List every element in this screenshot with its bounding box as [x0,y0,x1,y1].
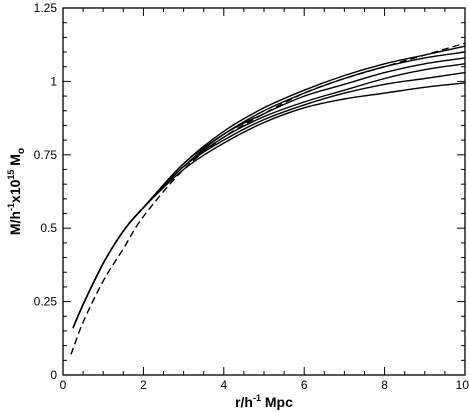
series-line-5 [72,63,466,329]
x-tick-label: 2 [140,378,147,392]
x-axis-title-exp: -1 [253,393,261,403]
y-axis-title-sub: o [16,148,27,154]
x-axis-title-base: r/h [235,394,253,410]
x-tick-label: 0 [60,378,67,392]
x-tick-label: 4 [220,378,227,392]
series-line-4 [72,57,466,329]
x-axis-title: r/h-1 Mpc [235,393,293,410]
y-tick-label: 0 [50,368,57,382]
y-axis-title-base: M/h [7,211,23,235]
y-axis-title-exp2: 15 [6,170,16,180]
y-axis-title-exp1: -1 [6,203,16,211]
series-layer [70,42,466,355]
y-tick-label: 0.5 [40,221,57,235]
y-axis-title-mid: x10 [7,179,23,203]
series-line-3 [72,51,466,329]
x-tick-label: 10 [456,378,469,392]
y-tick-label: 1.25 [34,1,58,15]
x-tick-label: 8 [381,378,388,392]
y-tick-label: 0.75 [34,148,58,162]
x-axis-title-rest: Mpc [261,394,293,410]
x-tick-label: 6 [301,378,308,392]
tick-layer: 0 2 4 6 8 10 0 0.25 0.5 0.75 1 1.25 [34,1,469,392]
y-tick-label: 0.25 [34,295,58,309]
y-tick-label: 1 [50,74,57,88]
series-line-2 [72,45,466,329]
y-axis-title: M/h-1x1015 Mo [6,148,27,235]
plot-frame [62,7,466,376]
y-axis-title-rest: M [7,154,23,170]
series-line-7 [72,82,466,329]
